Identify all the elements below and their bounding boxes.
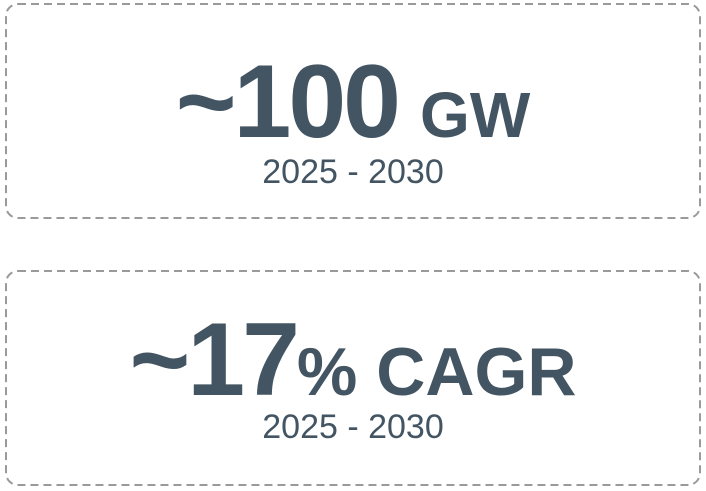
card-border [5, 3, 701, 219]
stat-headline: ~17% CAGR [130, 302, 577, 418]
stat-period: 2025 - 2030 [262, 408, 444, 446]
stat-period: 2025 - 2030 [262, 153, 444, 191]
stat-value: ~17 [130, 302, 297, 418]
stat-headline: ~100 GW [176, 44, 531, 160]
stat-unit: GW [420, 79, 531, 151]
card-border [5, 270, 701, 486]
stat-value: ~100 [176, 44, 398, 160]
stat-unit: % CAGR [297, 334, 577, 410]
